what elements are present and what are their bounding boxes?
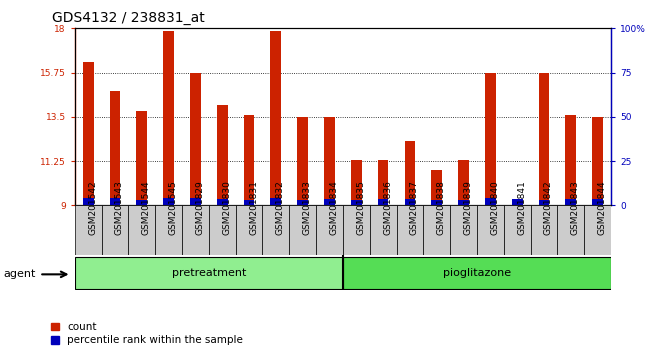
Bar <box>458 200 469 205</box>
Text: GSM201840: GSM201840 <box>490 181 499 235</box>
Text: GSM201844: GSM201844 <box>597 181 606 235</box>
Bar <box>404 141 415 205</box>
Bar <box>244 200 254 205</box>
Bar <box>592 199 603 205</box>
Bar <box>343 205 370 255</box>
Text: GSM201834: GSM201834 <box>330 181 339 235</box>
Bar <box>101 205 129 255</box>
Bar <box>297 200 308 205</box>
Text: GSM201833: GSM201833 <box>303 180 311 235</box>
Bar <box>190 199 201 205</box>
Bar <box>83 199 94 205</box>
Text: GSM201830: GSM201830 <box>222 180 231 235</box>
Bar <box>566 199 576 205</box>
Bar <box>163 31 174 205</box>
Text: pretreatment: pretreatment <box>172 268 246 278</box>
Bar <box>110 199 120 205</box>
Bar <box>217 199 228 205</box>
Bar <box>270 31 281 205</box>
Bar <box>136 200 147 205</box>
Bar <box>504 205 530 255</box>
Text: GSM201838: GSM201838 <box>437 180 446 235</box>
Bar <box>75 257 343 289</box>
Bar <box>75 205 101 255</box>
Bar <box>83 62 94 205</box>
Bar <box>584 205 611 255</box>
Text: GSM201542: GSM201542 <box>88 181 97 235</box>
Bar <box>324 199 335 205</box>
Bar <box>378 160 389 205</box>
Bar <box>512 200 523 205</box>
Text: GSM201829: GSM201829 <box>196 181 204 235</box>
Text: GSM201843: GSM201843 <box>571 181 580 235</box>
Bar <box>512 199 523 205</box>
Bar <box>378 199 389 205</box>
Bar <box>396 205 423 255</box>
Bar <box>539 73 549 205</box>
Bar <box>190 73 201 205</box>
Bar <box>155 205 182 255</box>
Text: GSM201543: GSM201543 <box>115 181 124 235</box>
Bar <box>270 199 281 205</box>
Text: GSM201832: GSM201832 <box>276 181 285 235</box>
Bar <box>244 115 254 205</box>
Bar <box>235 205 263 255</box>
Bar <box>477 205 504 255</box>
Text: GSM201544: GSM201544 <box>142 181 151 235</box>
Bar <box>136 111 147 205</box>
Text: GDS4132 / 238831_at: GDS4132 / 238831_at <box>52 11 205 25</box>
Bar <box>370 205 396 255</box>
Legend: count, percentile rank within the sample: count, percentile rank within the sample <box>51 322 243 345</box>
Bar <box>485 199 496 205</box>
Text: agent: agent <box>3 269 36 279</box>
Bar <box>530 205 558 255</box>
Bar <box>351 160 361 205</box>
Bar <box>129 205 155 255</box>
Text: GSM201835: GSM201835 <box>356 180 365 235</box>
Text: GSM201837: GSM201837 <box>410 180 419 235</box>
Bar <box>432 200 442 205</box>
Bar <box>217 105 228 205</box>
Bar <box>539 200 549 205</box>
Bar <box>289 205 316 255</box>
Bar <box>485 73 496 205</box>
Bar <box>297 117 308 205</box>
Text: GSM201545: GSM201545 <box>168 181 177 235</box>
Bar <box>566 115 576 205</box>
Text: pioglitazone: pioglitazone <box>443 268 511 278</box>
Text: GSM201841: GSM201841 <box>517 181 526 235</box>
Bar <box>558 205 584 255</box>
Bar <box>423 205 450 255</box>
Text: GSM201836: GSM201836 <box>383 180 392 235</box>
Bar <box>592 117 603 205</box>
Bar <box>182 205 209 255</box>
Text: GSM201831: GSM201831 <box>249 180 258 235</box>
Bar <box>343 257 611 289</box>
Bar <box>316 205 343 255</box>
Bar <box>404 199 415 205</box>
Text: GSM201842: GSM201842 <box>544 181 553 235</box>
Text: GSM201839: GSM201839 <box>463 180 473 235</box>
Bar <box>432 170 442 205</box>
Bar <box>110 91 120 205</box>
Bar <box>351 200 361 205</box>
Bar <box>163 199 174 205</box>
Bar <box>263 205 289 255</box>
Bar <box>324 117 335 205</box>
Bar <box>450 205 477 255</box>
Bar <box>209 205 235 255</box>
Bar <box>458 160 469 205</box>
